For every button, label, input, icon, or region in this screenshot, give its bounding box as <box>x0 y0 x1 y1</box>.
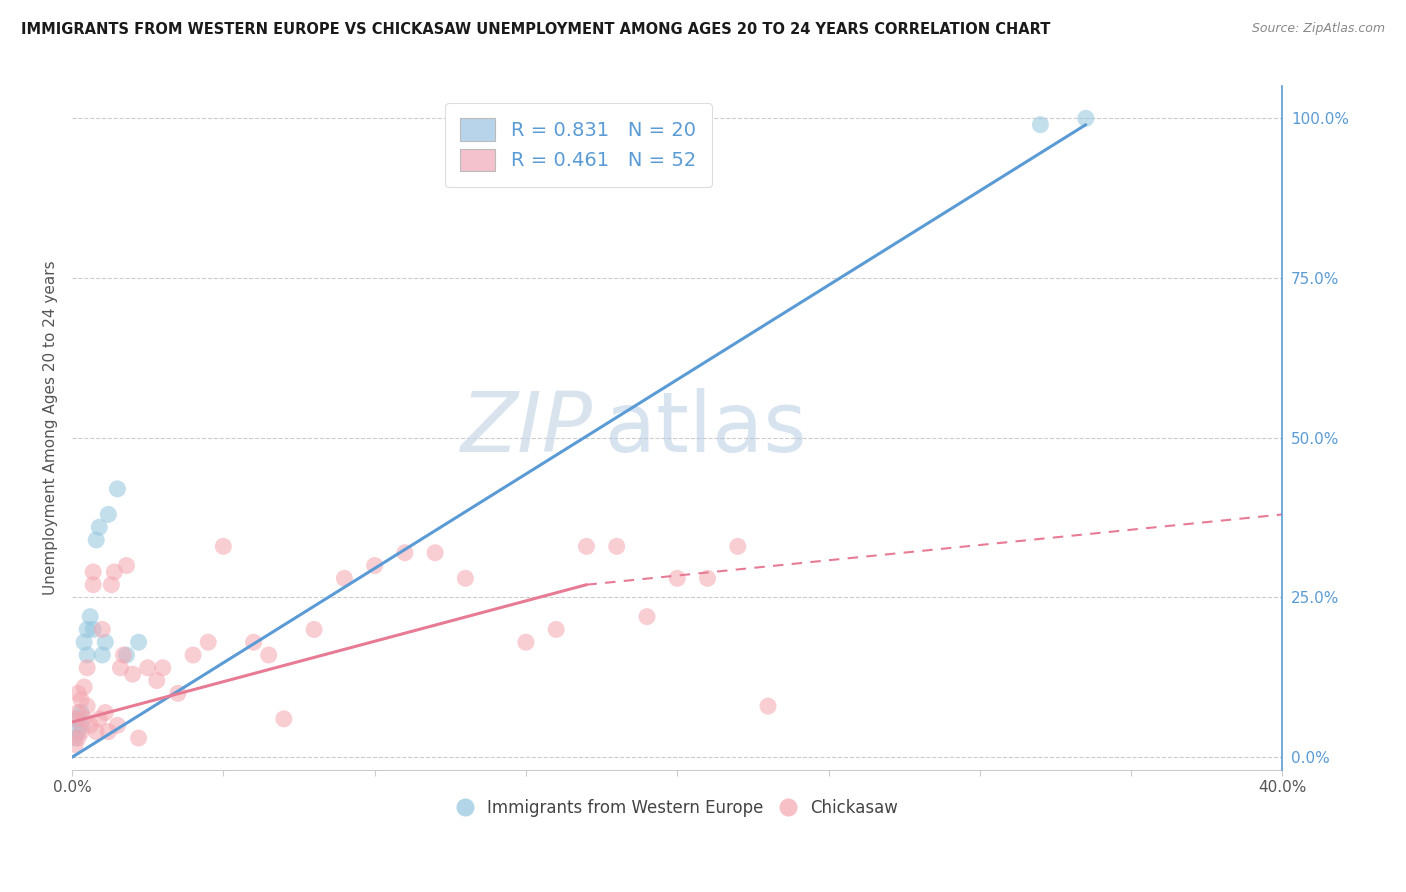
Point <box>112 648 135 662</box>
Point <box>242 635 264 649</box>
Point <box>79 718 101 732</box>
Point <box>76 623 98 637</box>
Point <box>727 540 749 554</box>
Point <box>94 635 117 649</box>
Point <box>394 546 416 560</box>
Point <box>97 724 120 739</box>
Point <box>67 724 90 739</box>
Point <box>91 623 114 637</box>
Point <box>515 635 537 649</box>
Point <box>70 706 93 720</box>
Point <box>273 712 295 726</box>
Point <box>606 540 628 554</box>
Point <box>636 609 658 624</box>
Point <box>70 718 93 732</box>
Point <box>82 565 104 579</box>
Point <box>70 692 93 706</box>
Text: atlas: atlas <box>605 388 807 468</box>
Point <box>197 635 219 649</box>
Point <box>1029 118 1052 132</box>
Point <box>76 648 98 662</box>
Point <box>110 661 132 675</box>
Point <box>94 706 117 720</box>
Point <box>107 482 129 496</box>
Point <box>333 571 356 585</box>
Point <box>128 635 150 649</box>
Point <box>128 731 150 745</box>
Point <box>167 686 190 700</box>
Point <box>115 558 138 573</box>
Point <box>103 565 125 579</box>
Point <box>73 712 96 726</box>
Point <box>1074 112 1097 126</box>
Point <box>67 686 90 700</box>
Text: ZIP: ZIP <box>461 388 592 468</box>
Point <box>257 648 280 662</box>
Point <box>63 731 86 745</box>
Point <box>152 661 174 675</box>
Y-axis label: Unemployment Among Ages 20 to 24 years: Unemployment Among Ages 20 to 24 years <box>44 260 58 596</box>
Point <box>84 724 107 739</box>
Point <box>696 571 718 585</box>
Point <box>97 508 120 522</box>
Point <box>454 571 477 585</box>
Point <box>91 648 114 662</box>
Point <box>73 680 96 694</box>
Point <box>76 699 98 714</box>
Point <box>89 520 111 534</box>
Point <box>67 712 90 726</box>
Legend: Immigrants from Western Europe, Chickasaw: Immigrants from Western Europe, Chickasa… <box>450 792 904 823</box>
Point <box>756 699 779 714</box>
Point <box>575 540 598 554</box>
Point <box>302 623 325 637</box>
Point <box>82 578 104 592</box>
Point <box>212 540 235 554</box>
Point <box>100 578 122 592</box>
Point <box>82 623 104 637</box>
Point <box>107 718 129 732</box>
Point <box>73 635 96 649</box>
Point <box>145 673 167 688</box>
Point <box>666 571 689 585</box>
Point <box>67 706 90 720</box>
Point <box>84 533 107 547</box>
Point <box>363 558 385 573</box>
Point <box>423 546 446 560</box>
Text: Source: ZipAtlas.com: Source: ZipAtlas.com <box>1251 22 1385 36</box>
Point <box>79 609 101 624</box>
Point <box>76 661 98 675</box>
Point <box>181 648 204 662</box>
Point <box>63 738 86 752</box>
Point <box>70 724 93 739</box>
Point <box>136 661 159 675</box>
Point <box>115 648 138 662</box>
Point <box>89 712 111 726</box>
Point <box>121 667 143 681</box>
Point <box>67 731 90 745</box>
Text: IMMIGRANTS FROM WESTERN EUROPE VS CHICKASAW UNEMPLOYMENT AMONG AGES 20 TO 24 YEA: IMMIGRANTS FROM WESTERN EUROPE VS CHICKA… <box>21 22 1050 37</box>
Point <box>63 712 86 726</box>
Point <box>546 623 568 637</box>
